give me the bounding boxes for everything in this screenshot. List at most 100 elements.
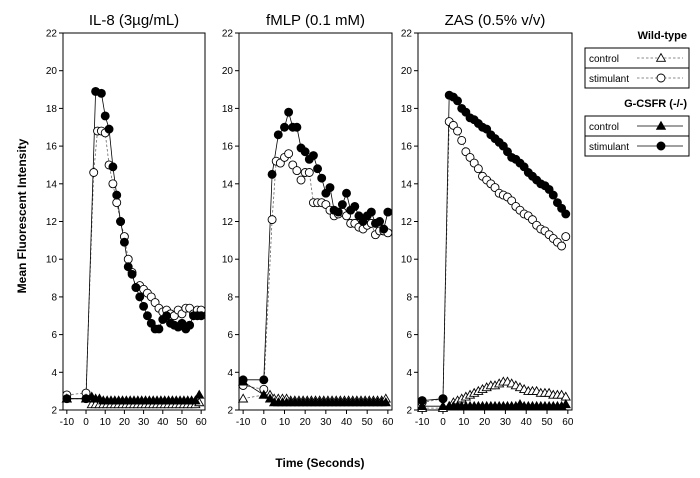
data-point bbox=[190, 395, 201, 405]
legend-entry-box bbox=[584, 67, 690, 89]
x-tick-label: -10 bbox=[60, 417, 75, 428]
panel-title: fMLP (0.1 mM) bbox=[266, 12, 365, 29]
x-tick-label: 50 bbox=[362, 417, 374, 428]
data-point bbox=[383, 207, 393, 217]
data-point bbox=[127, 269, 137, 279]
legend-entry-label: control bbox=[589, 122, 619, 133]
legend-entry-label: control bbox=[589, 54, 619, 65]
x-tick-label: 10 bbox=[100, 417, 112, 428]
x-tick-label: 40 bbox=[521, 417, 533, 428]
panel-title: ZAS (0.5% v/v) bbox=[445, 12, 546, 29]
series-points-2 bbox=[62, 126, 206, 400]
series-points-2 bbox=[238, 149, 393, 394]
legend-marker bbox=[655, 120, 667, 130]
y-tick-label: 10 bbox=[222, 255, 234, 266]
y-tick-label: 8 bbox=[227, 292, 233, 303]
data-point bbox=[116, 217, 126, 226]
data-point bbox=[308, 151, 318, 160]
data-point bbox=[237, 393, 249, 403]
x-tick-label: 20 bbox=[119, 417, 131, 428]
x-tick-label: 20 bbox=[479, 417, 491, 428]
legend-entry-label: stimulant bbox=[589, 142, 629, 153]
data-point bbox=[108, 179, 118, 189]
data-point bbox=[96, 88, 106, 98]
series-points-1 bbox=[416, 376, 571, 412]
y-tick-label: 4 bbox=[51, 368, 57, 379]
y-tick-label: 22 bbox=[222, 29, 234, 40]
x-axis-title: Time (Seconds) bbox=[275, 456, 364, 470]
data-point bbox=[81, 394, 91, 404]
data-point bbox=[560, 399, 571, 409]
y-tick-label: 14 bbox=[401, 179, 413, 190]
legend-marker bbox=[656, 141, 666, 151]
data-point bbox=[292, 122, 302, 132]
panel-1: IL-8 (3µg/mL) 2 4 6 8 10 12 14 16 18 20 22 -10 0 10 20 3… bbox=[46, 12, 207, 428]
y-tick-label: 22 bbox=[46, 29, 58, 40]
y-tick-label: 18 bbox=[46, 104, 58, 115]
x-tick-label: 60 bbox=[196, 417, 208, 428]
legend-group-2: G-CSFR (-/-) control stimulant bbox=[584, 98, 690, 157]
data-point bbox=[350, 201, 360, 211]
series-points-4 bbox=[417, 90, 571, 406]
panel-3: ZAS (0.5% v/v) 2 4 6 8 10 12 14 16 18 20 22 -10 0 10 20… bbox=[401, 12, 574, 428]
x-tick-label: 30 bbox=[320, 417, 332, 428]
x-tick-label: 0 bbox=[83, 417, 89, 428]
data-point bbox=[292, 166, 302, 176]
y-tick-label: 2 bbox=[406, 406, 412, 417]
panel-title: IL-8 (3µg/mL) bbox=[89, 12, 179, 29]
data-point bbox=[238, 375, 248, 385]
data-point bbox=[375, 217, 385, 226]
data-point bbox=[284, 107, 294, 117]
x-tick-label: -10 bbox=[415, 417, 430, 428]
x-tick-label: 0 bbox=[261, 417, 267, 428]
data-point bbox=[300, 147, 310, 157]
data-point bbox=[438, 394, 448, 404]
series-line-4 bbox=[66, 90, 202, 400]
data-point bbox=[112, 198, 122, 208]
data-point bbox=[561, 209, 571, 219]
x-tick-label: 60 bbox=[382, 417, 394, 428]
data-point bbox=[548, 190, 558, 200]
y-tick-label: 12 bbox=[46, 217, 58, 228]
data-point bbox=[453, 126, 462, 136]
series-points-4 bbox=[238, 107, 393, 385]
data-point bbox=[453, 96, 462, 106]
y-tick-label: 4 bbox=[227, 368, 233, 379]
data-point bbox=[123, 254, 133, 264]
data-point bbox=[267, 215, 277, 225]
plot-frame bbox=[62, 32, 206, 411]
data-point bbox=[296, 175, 306, 185]
y-tick-label: 2 bbox=[51, 406, 57, 417]
legend-entry-label: stimulant bbox=[589, 74, 629, 85]
x-tick-label: 10 bbox=[279, 417, 291, 428]
data-point bbox=[135, 292, 145, 302]
legend-group-header: G-CSFR (-/-) bbox=[624, 98, 687, 110]
y-tick-label: 14 bbox=[46, 179, 58, 190]
y-tick-label: 14 bbox=[222, 179, 234, 190]
data-point bbox=[196, 311, 206, 321]
data-point bbox=[457, 135, 467, 145]
data-point bbox=[337, 200, 347, 209]
data-point bbox=[473, 164, 483, 174]
data-point bbox=[267, 169, 277, 179]
data-point bbox=[325, 183, 335, 193]
x-tick-label: 30 bbox=[138, 417, 150, 428]
data-point bbox=[119, 237, 129, 247]
y-tick-label: 8 bbox=[51, 292, 57, 303]
series-points-2 bbox=[417, 117, 571, 407]
data-point bbox=[280, 122, 289, 132]
panel-2: fMLP (0.1 mM) 2 4 6 8 10 12 14 16 18 20 22 -10 0 10 20 3… bbox=[222, 12, 394, 428]
data-point bbox=[154, 324, 164, 334]
data-point bbox=[342, 188, 351, 198]
series-points-4 bbox=[62, 86, 206, 404]
x-tick-label: 20 bbox=[300, 417, 312, 428]
x-tick-label: 50 bbox=[541, 417, 553, 428]
data-point bbox=[185, 320, 195, 330]
x-tick-label: 10 bbox=[458, 417, 470, 428]
legend-group-header: Wild-type bbox=[638, 30, 687, 42]
x-tick-label: 30 bbox=[500, 417, 512, 428]
y-tick-label: 16 bbox=[401, 142, 413, 153]
x-tick-label: 0 bbox=[440, 417, 446, 428]
